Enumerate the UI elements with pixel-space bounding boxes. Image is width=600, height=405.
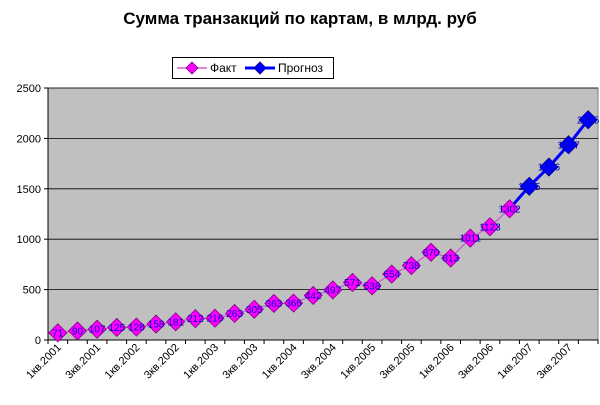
data-point [500,199,520,219]
data-label: 263 [226,309,243,320]
data-label: 71 [52,328,64,339]
data-point [539,157,559,177]
y-tick-label: 0 [35,335,41,347]
data-point [323,280,343,300]
data-point [166,312,186,332]
data-point [48,323,68,343]
data-label: 1011 [460,234,482,245]
data-point [185,309,205,329]
data-point [578,110,598,130]
legend-item-fact: Факт [177,60,237,76]
data-label: 1937 [557,140,580,151]
data-label: 107 [89,325,106,336]
data-point [558,135,579,155]
data-point [225,303,245,324]
y-tick-label: 1500 [17,184,41,196]
x-tick-label: 3кв.2004 [299,342,339,382]
x-tick-label: 1кв.2003 [181,342,221,382]
y-tick-label: 1000 [17,234,41,246]
x-tick-label: 3кв.2005 [378,342,418,382]
data-point [460,228,480,248]
data-label: 538 [364,281,381,292]
x-tick-label: 1кв.2005 [338,342,378,382]
data-label: 738 [403,261,420,272]
data-label: 497 [324,285,341,296]
x-tick-label: 3кв.2003 [221,342,261,382]
data-point [244,299,264,319]
data-label: 1525 [518,182,541,193]
data-label: 442 [305,291,322,302]
data-label: 1123 [479,222,501,233]
x-tick-label: 3кв.2002 [142,342,182,382]
data-point [401,256,421,276]
y-tick-label: 2000 [17,133,41,145]
y-tick-label: 2500 [17,83,41,95]
data-label: 128 [128,323,145,334]
data-point [264,293,284,313]
data-label: 366 [285,299,302,310]
x-tick-label: 1кв.2004 [260,342,300,382]
legend-swatch-fact [177,61,207,75]
data-label: 90 [72,326,84,337]
legend: Факт Прогноз [172,57,334,79]
x-tick-label: 3кв.2006 [456,342,496,382]
data-point [421,242,441,262]
data-label: 181 [167,317,184,328]
data-label: 571 [344,278,361,289]
data-point [480,217,500,237]
chart-title: Сумма транзакций по картам, в млрд. руб [123,9,477,28]
legend-item-forecast: Прогноз [245,60,323,76]
data-label: 654 [383,270,400,281]
x-tick-label: 1кв.2001 [24,342,64,382]
data-point [146,314,166,334]
data-label: 158 [148,320,165,331]
data-point [126,317,146,337]
data-label: 1302 [498,204,521,215]
data-point [283,293,304,313]
data-point [205,308,225,328]
data-label: 1716 [538,163,561,174]
data-label: 305 [246,305,263,316]
data-point [87,319,107,339]
legend-label-forecast: Прогноз [278,61,324,75]
x-tick-label: 3кв.2001 [63,342,103,382]
legend-label-fact: Факт [210,61,237,75]
legend-swatch-forecast [245,61,275,75]
data-point [342,272,363,293]
data-label: 212 [187,314,204,325]
data-label: 363 [266,299,283,310]
data-label: 870 [423,248,440,259]
data-label: 216 [207,314,224,325]
data-point [441,248,461,268]
data-point [303,285,323,306]
data-point [107,317,127,337]
x-tick-label: 1кв.2002 [103,342,143,382]
data-point [519,176,539,196]
data-label: 125 [108,323,125,334]
data-point [362,276,382,296]
y-tick-label: 500 [23,285,41,297]
x-tick-label: 1кв.2007 [496,342,536,382]
data-point [382,264,402,284]
data-label: 2185 [577,115,600,126]
x-tick-label: 3кв.2007 [535,342,575,382]
data-label: 813 [442,254,459,265]
data-point [67,321,88,341]
x-tick-label: 1кв.2006 [417,342,457,382]
